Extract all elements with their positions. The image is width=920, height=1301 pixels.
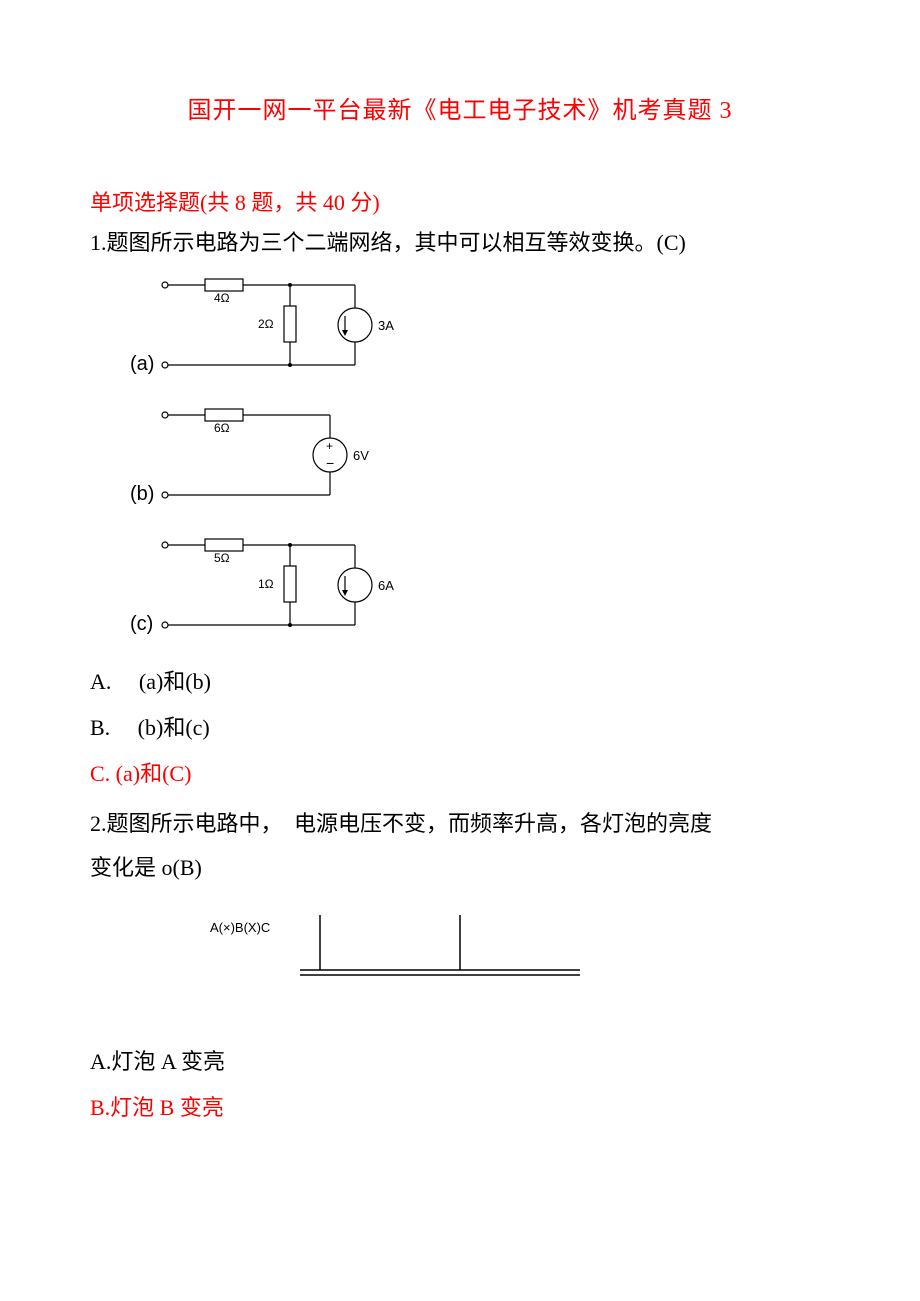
circuit-a-label: (a) [130, 353, 154, 375]
circuit-c-label: (c) [130, 613, 153, 635]
circuit-c-diagram: 5Ω 6A 1Ω (c) [130, 530, 830, 650]
q1-stem: 1.题图所示电路为三个二端网络，其中可以相互等效变换。(C) [90, 225, 830, 260]
circuit-a-src-label: 3A [378, 318, 394, 333]
q2-partial-diagram [300, 915, 830, 990]
circuit-c-r1-label: 5Ω [214, 551, 230, 565]
circuit-c-r2-label: 1Ω [258, 577, 274, 591]
q1-option-c: C. (a)和(C) [90, 756, 830, 788]
svg-text:−: − [326, 455, 334, 471]
circuit-c-src-label: 6A [378, 578, 394, 593]
circuit-a-r2-label: 2Ω [258, 317, 274, 331]
q2-option-b: B.灯泡 B 变亮 [90, 1090, 830, 1122]
q1-option-a: A. (a)和(b) [90, 664, 830, 696]
q2-stem-part2: 电源电压不变，而频率升高，各灯泡的亮度 [294, 811, 712, 836]
section-header: 单项选择题(共 8 题，共 40 分) [90, 185, 830, 217]
q1-option-b: B. (b)和(c) [90, 710, 830, 742]
q2-stem-part3: 变化是 o(B) [90, 855, 202, 880]
svg-text:+: + [326, 439, 333, 453]
q2-option-a: A.灯泡 A 变亮 [90, 1044, 830, 1076]
page-title: 国开一网一平台最新《电工电子技术》机考真题 3 [90, 90, 830, 125]
circuit-a-diagram: 4Ω 3A 2Ω (a) [130, 270, 830, 390]
circuit-a-r1-label: 4Ω [214, 291, 230, 305]
q2-stem: 2.题图所示电路中， 电源电压不变，而频率升高，各灯泡的亮度 变化是 o(B) [90, 802, 830, 890]
circuit-b-src-label: 6V [353, 448, 369, 463]
circuit-b-label: (b) [130, 483, 154, 505]
circuit-b-diagram: 6Ω + − 6V (b) [130, 400, 830, 520]
q2-stem-part1: 2.题图所示电路中， [90, 811, 283, 836]
circuit-b-r1-label: 6Ω [214, 421, 230, 435]
